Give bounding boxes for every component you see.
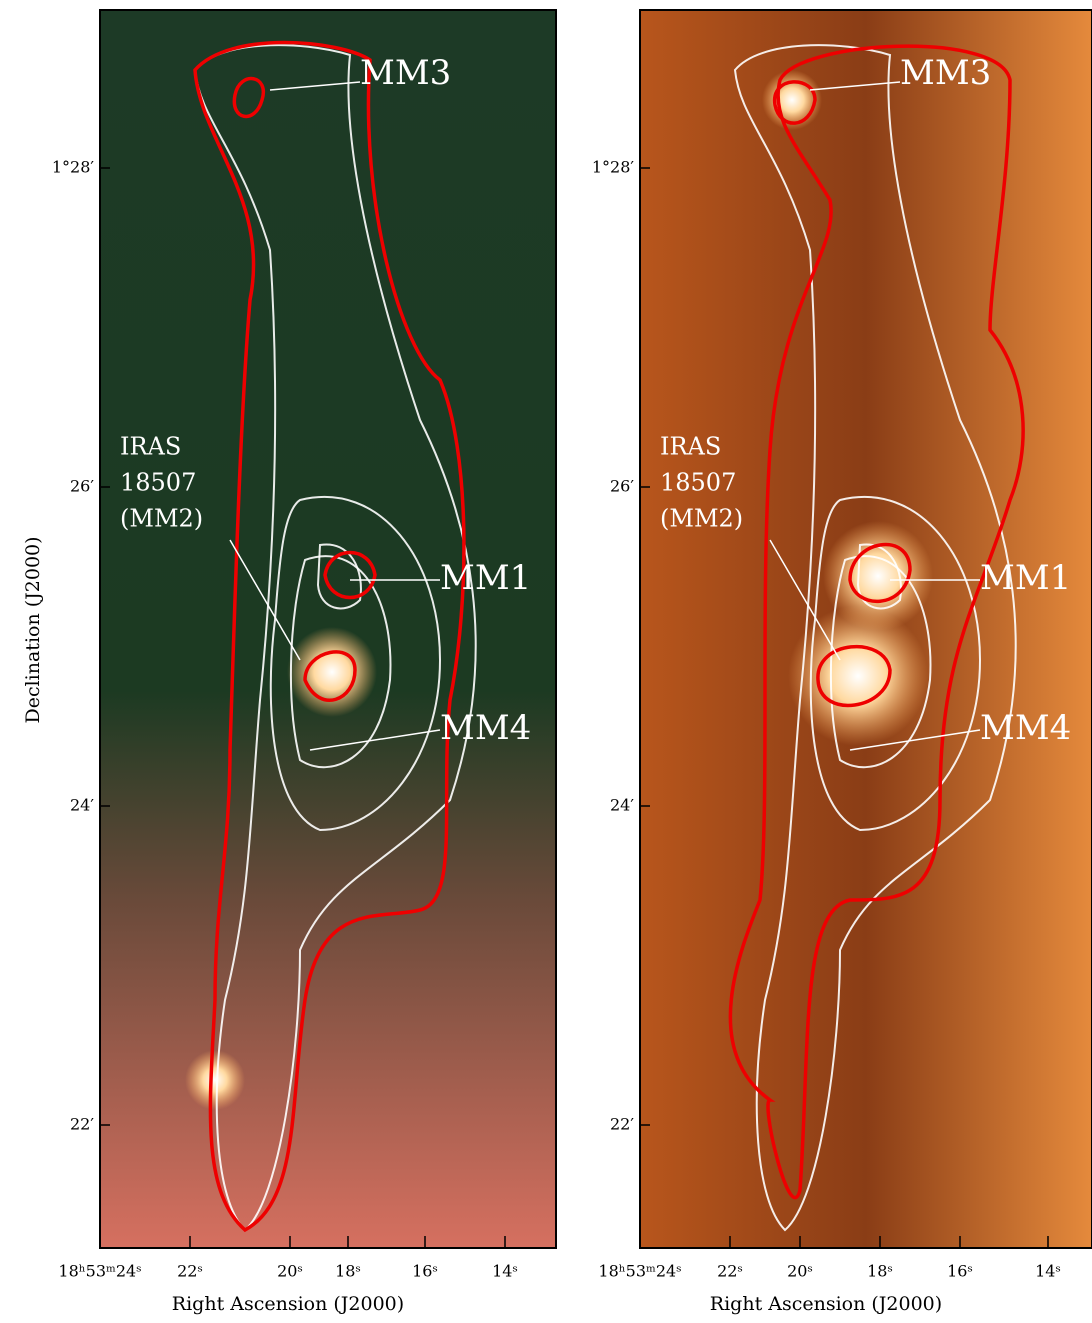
x-tick-label: 18ˢ — [867, 1262, 893, 1281]
annotation-outline — [848, 542, 912, 604]
source-glow — [185, 1050, 245, 1110]
x-tick-label: 22ˢ — [177, 1262, 203, 1281]
y-tick-label: 22′ — [70, 1115, 94, 1134]
y-axis-label: Declination (J2000) — [22, 536, 44, 723]
source-glow — [823, 521, 933, 631]
annotation-outline — [816, 644, 892, 708]
label-mm4: MM4 — [440, 708, 531, 748]
x-tick-label: 20ˢ — [277, 1262, 303, 1281]
x-tick-label: 14ˢ — [1035, 1262, 1061, 1281]
annotation-outline — [193, 40, 466, 1233]
y-tick-label: 26′ — [70, 477, 94, 496]
x-tick-label: 16ˢ — [412, 1262, 438, 1281]
panel-right: MM3 MM1 MM4 IRAS 18507 (MM2) 1°28′ 26′ 24′ 22′ 18ʰ… — [592, 9, 1092, 1315]
panel-left: MM3 MM1 MM4 IRAS 18507 (MM2) 1°28′ 26′ 24′ 22′ 18ʰ… — [52, 9, 557, 1315]
label-iras: (MM2) — [120, 505, 203, 533]
label-iras: IRAS — [120, 433, 181, 461]
y-tick-label: 24′ — [70, 796, 94, 815]
x-tick-label: 18ˢ — [335, 1262, 361, 1281]
annotation-outline — [303, 650, 357, 702]
pointer-line — [309, 729, 441, 751]
label-mm3: MM3 — [360, 53, 451, 93]
source-glow — [762, 70, 822, 130]
label-mm1: MM1 — [980, 558, 1071, 598]
x-tick-label: 18ʰ53ᵐ24ˢ — [58, 1262, 141, 1281]
label-iras: 18507 — [120, 469, 196, 497]
label-iras: IRAS — [660, 433, 721, 461]
y-tick-label: 26′ — [610, 477, 634, 496]
x-tick-label: 16ˢ — [947, 1262, 973, 1281]
annotation-outline — [232, 77, 266, 119]
x-tick-label: 14ˢ — [492, 1262, 518, 1281]
y-tick-label: 1°28′ — [592, 158, 635, 177]
y-tick-label: 24′ — [610, 796, 634, 815]
y-tick-label: 1°28′ — [52, 158, 95, 177]
pointer-line — [229, 539, 301, 661]
x-tick-label: 20ˢ — [787, 1262, 813, 1281]
x-axis-label: Right Ascension (J2000) — [710, 1293, 942, 1315]
pointer-line — [269, 81, 361, 91]
annotation-outline — [323, 550, 377, 600]
annotation-outline — [728, 44, 1025, 1200]
x-tick-label: 22ˢ — [717, 1262, 743, 1281]
pointer-line — [769, 539, 841, 661]
label-mm3: MM3 — [900, 53, 991, 93]
x-axis-label: Right Ascension (J2000) — [172, 1293, 404, 1315]
contour — [316, 543, 362, 610]
x-tick-label: 18ʰ53ᵐ24ˢ — [598, 1262, 681, 1281]
pointer-line — [809, 81, 901, 91]
annotation-outline — [773, 80, 817, 125]
pointer-line — [849, 729, 981, 751]
y-tick-label: 22′ — [610, 1115, 634, 1134]
contour — [733, 44, 1017, 1232]
source-glow — [788, 606, 928, 746]
label-mm1: MM1 — [440, 558, 531, 598]
label-iras: 18507 — [660, 469, 736, 497]
label-mm4: MM4 — [980, 708, 1071, 748]
contour — [289, 555, 392, 769]
contour — [269, 495, 442, 832]
source-glow — [287, 627, 377, 717]
contour — [193, 44, 477, 1232]
label-iras: (MM2) — [660, 505, 743, 533]
contour — [809, 495, 982, 832]
